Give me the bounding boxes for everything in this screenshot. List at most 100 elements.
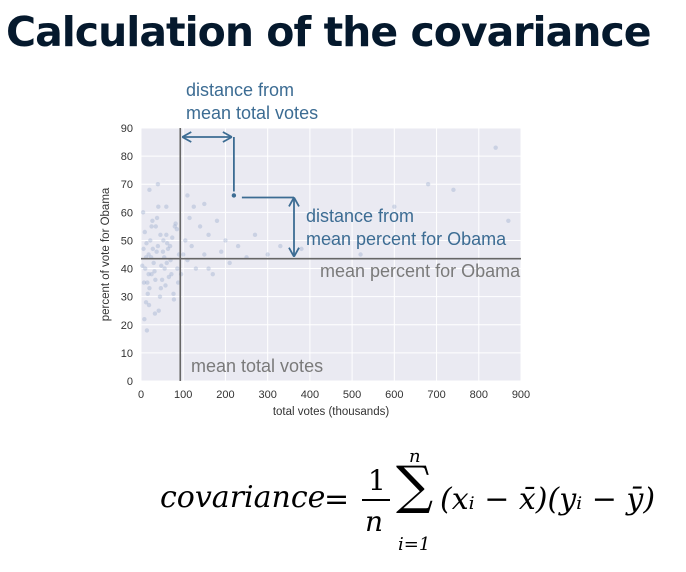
data-point bbox=[161, 238, 166, 243]
y-axis-label: percent of vote for Obama bbox=[100, 187, 112, 321]
data-point bbox=[299, 246, 304, 252]
data-point bbox=[146, 271, 151, 277]
data-point bbox=[149, 224, 154, 229]
data-point bbox=[154, 215, 160, 221]
y-tick-label: 10 bbox=[121, 348, 133, 360]
annotation-distance-x: distance from mean total votes bbox=[186, 79, 318, 125]
formula-sum-symbol: ∑ bbox=[396, 456, 434, 516]
x-tick-label: 200 bbox=[216, 389, 234, 401]
data-point bbox=[145, 280, 150, 285]
data-point bbox=[187, 215, 192, 221]
data-point bbox=[159, 263, 164, 268]
annotation-distance-x-line1: distance from bbox=[186, 80, 295, 100]
x-tick-label: 500 bbox=[343, 389, 361, 401]
data-point bbox=[140, 210, 146, 215]
data-point bbox=[152, 311, 158, 316]
data-point bbox=[145, 291, 150, 297]
data-point bbox=[150, 218, 155, 223]
data-point bbox=[142, 316, 147, 322]
data-point bbox=[159, 277, 165, 282]
data-point bbox=[150, 246, 156, 252]
data-point bbox=[506, 218, 511, 223]
data-point bbox=[142, 229, 147, 235]
y-tick-label: 30 bbox=[121, 292, 133, 304]
data-point bbox=[193, 266, 199, 271]
data-point bbox=[157, 294, 163, 299]
data-point bbox=[185, 193, 190, 198]
data-point bbox=[171, 291, 176, 297]
data-point bbox=[252, 232, 258, 238]
x-tick-label: 600 bbox=[385, 389, 403, 401]
data-point bbox=[189, 243, 194, 249]
y-tick-label: 60 bbox=[121, 207, 133, 219]
data-point bbox=[183, 238, 188, 243]
data-point bbox=[158, 286, 164, 291]
data-point bbox=[392, 204, 397, 209]
data-point bbox=[175, 266, 180, 271]
data-point bbox=[146, 252, 151, 257]
data-point bbox=[155, 182, 161, 187]
data-point bbox=[191, 204, 196, 209]
data-point bbox=[167, 243, 173, 249]
annotation-distance-y-line2: mean percent for Obama bbox=[306, 229, 507, 249]
data-point bbox=[451, 187, 456, 193]
arrow-head-left bbox=[181, 131, 192, 143]
data-point bbox=[146, 302, 152, 308]
data-point bbox=[166, 274, 172, 280]
data-point bbox=[181, 252, 186, 257]
data-point bbox=[143, 300, 149, 305]
data-point bbox=[144, 241, 149, 246]
data-point bbox=[155, 243, 161, 249]
data-point bbox=[143, 266, 148, 271]
data-point bbox=[219, 249, 224, 254]
covariance-formula: covariance = 1 n n ∑ i=1 (xᵢ − x̄)(yᵢ − … bbox=[158, 446, 678, 563]
data-point bbox=[172, 224, 177, 229]
annotation-distance-y: distance from mean percent for Obama bbox=[306, 205, 506, 251]
data-point bbox=[202, 252, 207, 257]
data-point bbox=[153, 277, 158, 282]
formula-sum-upper: n bbox=[409, 446, 421, 467]
x-tick-label: 0 bbox=[138, 389, 144, 401]
data-point bbox=[170, 235, 175, 240]
annotation-distance-x-line2: mean total votes bbox=[186, 103, 319, 123]
data-point bbox=[151, 260, 156, 266]
y-tick-label: 80 bbox=[121, 151, 133, 163]
formula-equals: = bbox=[324, 482, 350, 517]
data-point bbox=[141, 246, 146, 252]
data-point bbox=[158, 232, 163, 238]
data-point bbox=[223, 238, 228, 243]
plot-area bbox=[141, 128, 521, 381]
x-tick-label: 400 bbox=[301, 389, 319, 401]
data-point bbox=[164, 204, 169, 209]
data-point bbox=[149, 271, 154, 277]
y-tick-label: 90 bbox=[121, 123, 133, 135]
data-point bbox=[141, 280, 147, 285]
data-point bbox=[197, 224, 203, 229]
data-point bbox=[169, 271, 174, 277]
data-point bbox=[154, 249, 159, 254]
formula-denominator: n bbox=[365, 505, 384, 538]
label-mean-percent: mean percent for Obama bbox=[320, 261, 521, 281]
data-point bbox=[140, 263, 145, 268]
data-point bbox=[425, 182, 431, 187]
arrow-head-up bbox=[288, 197, 300, 207]
data-point bbox=[214, 218, 220, 223]
formula-fraction-bar bbox=[362, 499, 390, 501]
x-tick-label: 800 bbox=[470, 389, 488, 401]
formula-sum-lower: i=1 bbox=[398, 534, 431, 555]
data-point bbox=[156, 308, 161, 313]
data-point bbox=[147, 187, 152, 193]
data-point bbox=[358, 252, 363, 257]
y-tick-label: 70 bbox=[121, 179, 133, 191]
data-point bbox=[174, 227, 180, 232]
data-point bbox=[206, 266, 211, 271]
data-point bbox=[165, 246, 171, 252]
x-tick-label: 900 bbox=[512, 389, 530, 401]
formula-numerator: 1 bbox=[368, 464, 386, 497]
data-point bbox=[164, 232, 169, 238]
data-point bbox=[210, 271, 215, 277]
data-point bbox=[147, 286, 152, 291]
data-point bbox=[202, 201, 207, 207]
data-point bbox=[328, 238, 334, 243]
